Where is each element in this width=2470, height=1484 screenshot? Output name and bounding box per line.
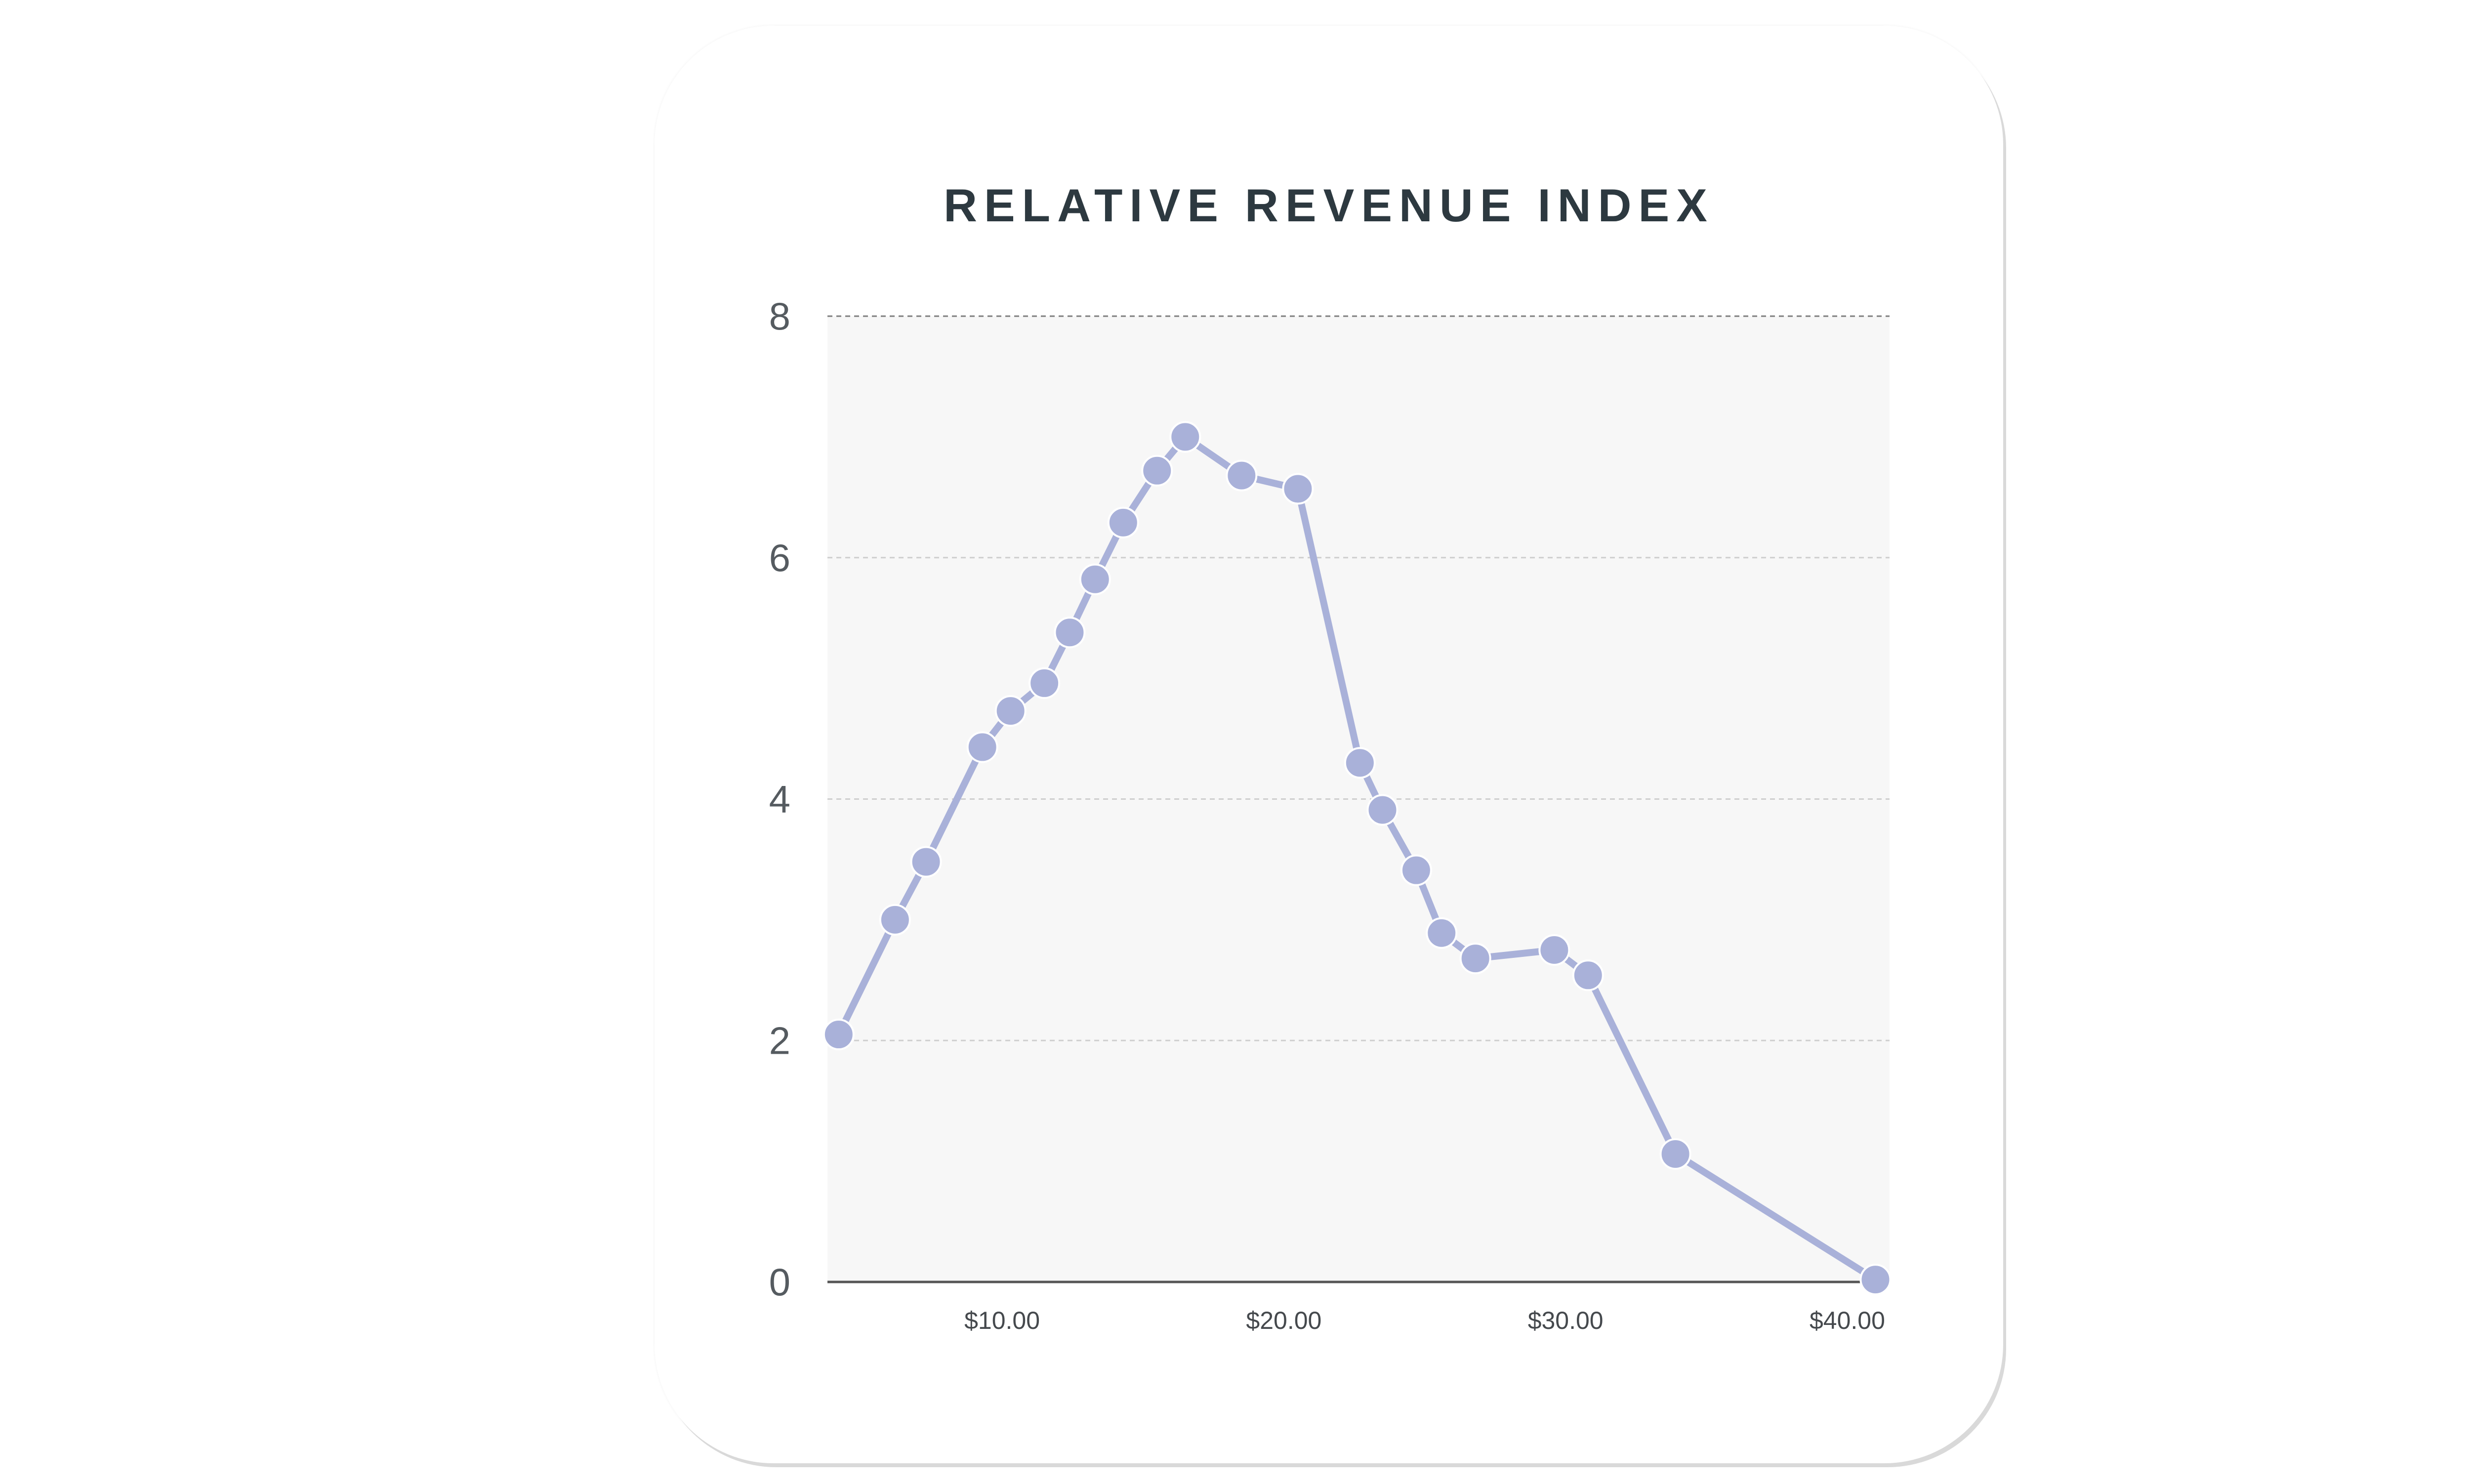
series-line	[835, 433, 1879, 1283]
data-point	[1426, 917, 1458, 949]
data-point	[994, 695, 1027, 727]
data-point	[1141, 454, 1173, 487]
data-point	[1366, 794, 1399, 826]
data-point	[966, 731, 998, 763]
y-tick-label: 6	[769, 536, 790, 579]
x-tick-label: $40.00	[1810, 1307, 1885, 1334]
data-point	[1226, 459, 1258, 492]
y-tick-label: 0	[769, 1260, 790, 1304]
y-tick-label: 2	[769, 1019, 790, 1062]
data-point	[1169, 421, 1201, 453]
data-point	[1538, 934, 1570, 966]
data-point	[1659, 1138, 1691, 1170]
x-tick-label: $30.00	[1528, 1307, 1604, 1334]
data-point	[1572, 959, 1604, 991]
data-point	[879, 904, 911, 936]
y-tick-label: 4	[769, 778, 790, 821]
data-point	[1107, 506, 1139, 538]
chart-title: RELATIVE REVENUE INDEX	[944, 179, 1714, 231]
x-tick-label: $20.00	[1246, 1307, 1321, 1334]
data-point	[1859, 1264, 1892, 1296]
y-tick-label: 8	[769, 294, 790, 338]
data-point	[1459, 943, 1491, 975]
data-point	[1344, 747, 1376, 779]
data-point	[1029, 667, 1061, 699]
data-point	[1400, 854, 1432, 886]
data-point	[1079, 563, 1111, 595]
x-tick-label: $10.00	[964, 1307, 1040, 1334]
data-point	[1282, 473, 1314, 505]
data-point	[823, 1019, 855, 1051]
data-point	[910, 846, 942, 878]
data-point	[1054, 617, 1086, 649]
